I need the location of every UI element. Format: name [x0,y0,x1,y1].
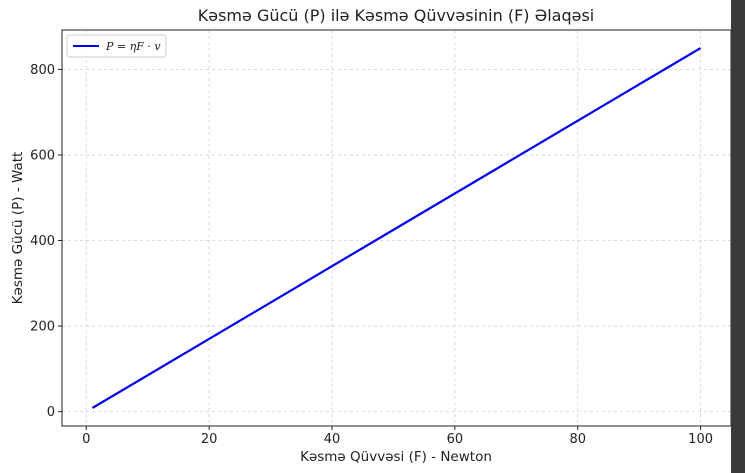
x-tick-label: 0 [82,432,90,447]
series-layer [91,47,702,409]
legend-box [66,34,167,58]
ticks-layer: 0 20 40 60 80 100 0 200 400 600 800 [30,63,713,447]
y-tick-label: 200 [30,320,55,335]
x-axis-title: Kəsmə Qüvvəsi (F) - Newton [300,449,492,465]
x-tick-label: 100 [688,432,713,447]
y-tick-label: 400 [30,234,55,249]
y-tick-label: 0 [47,405,55,420]
legend: P = ηF · v [66,34,167,58]
y-tick-label: 600 [30,148,55,163]
x-tick-label: 20 [201,432,218,447]
x-tick-label: 40 [324,432,341,447]
x-tick-label: 80 [569,432,586,447]
y-axis-title: Kəsmə Gücü (P) - Watt [10,152,26,305]
x-tick-label: 60 [447,432,464,447]
chart-title: Kəsmə Gücü (P) ilə Kəsmə Qüvvəsinin (F) … [198,6,594,25]
grid-layer [62,30,731,426]
series-line [91,47,702,409]
legend-label: P = ηF · v [105,40,161,53]
plot-area-frame [61,29,731,427]
y-tick-label: 800 [30,63,55,78]
